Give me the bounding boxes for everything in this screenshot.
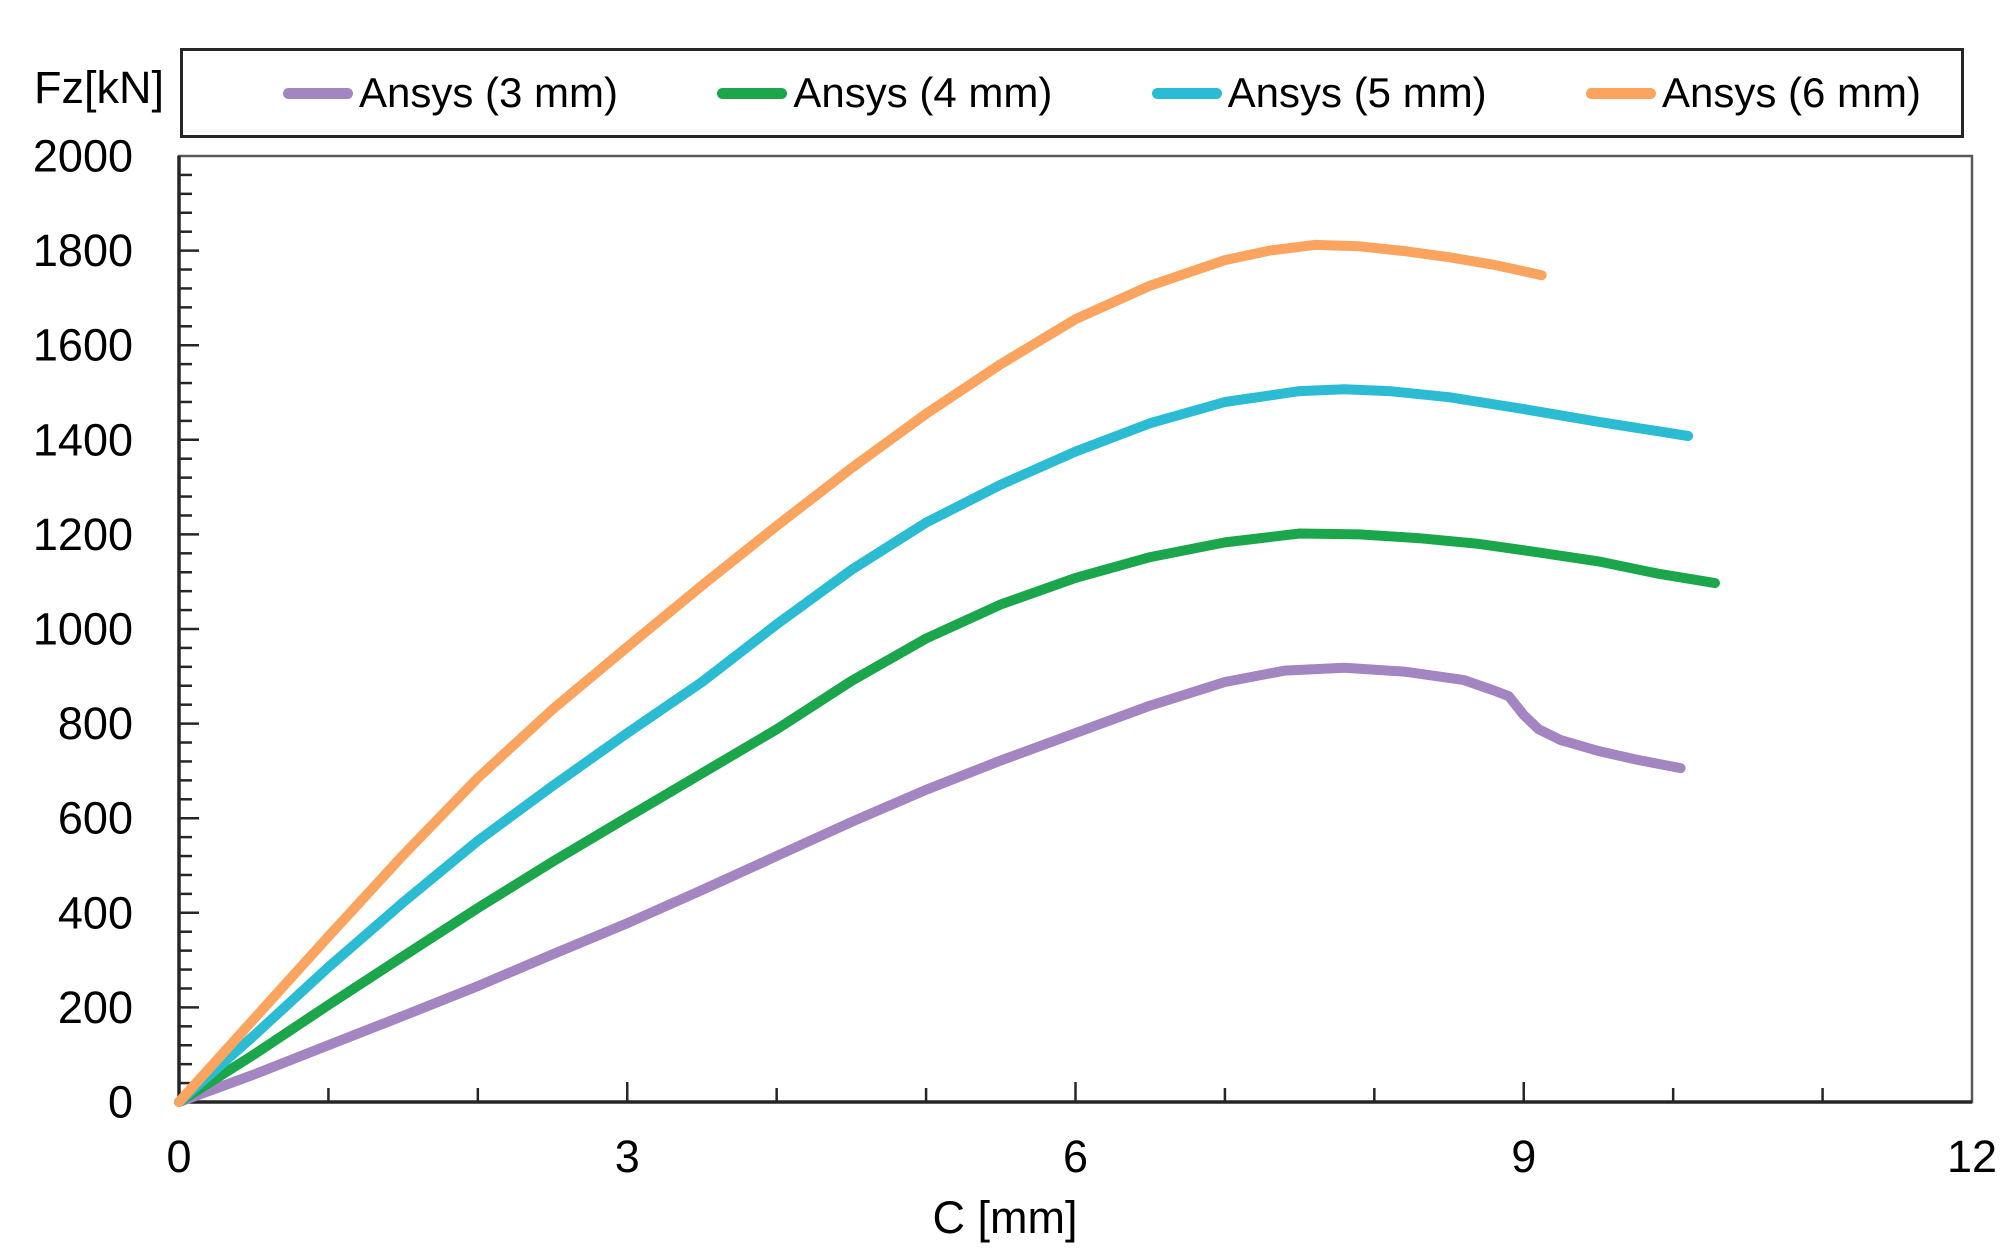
legend-item: Ansys (5 mm) <box>1151 69 1487 117</box>
y-tick-label: 2000 <box>33 131 133 182</box>
x-axis-title: C [mm] <box>932 1192 1078 1243</box>
y-tick-label: 800 <box>58 698 133 749</box>
legend-item: Ansys (3 mm) <box>283 69 618 117</box>
legend: Ansys (3 mm) Ansys (4 mm) Ansys (5 mm) Ansy… <box>180 48 1964 138</box>
x-tick-label: 3 <box>615 1131 640 1182</box>
y-tick-label: 1400 <box>33 414 133 465</box>
y-tick-label: 400 <box>58 887 133 938</box>
x-tick-label: 9 <box>1511 1131 1536 1182</box>
series-line <box>174 528 1720 1107</box>
legend-swatch <box>717 87 788 99</box>
x-tick-label: 0 <box>166 1131 191 1182</box>
legend-swatch <box>1585 87 1656 99</box>
y-tick-label: 1800 <box>33 225 133 276</box>
legend-item: Ansys (6 mm) <box>1585 69 1921 117</box>
y-tick-label: 1600 <box>33 320 133 371</box>
plot-border <box>177 154 1974 1104</box>
y-tick-label: 600 <box>58 793 133 844</box>
x-tick-label: 12 <box>1947 1131 1997 1182</box>
series-line <box>174 384 1694 1107</box>
legend-item-label: Ansys (6 mm) <box>1661 69 1921 116</box>
series-line <box>174 662 1686 1107</box>
legend-swatch <box>283 87 353 99</box>
y-tick-label: 1200 <box>33 509 133 560</box>
y-tick-label: 200 <box>58 982 133 1033</box>
legend-item: Ansys (4 mm) <box>717 69 1052 117</box>
x-tick-label: 6 <box>1063 1131 1088 1182</box>
y-axis-title: Fz[kN] <box>34 62 164 113</box>
y-tick-label: 0 <box>108 1077 133 1128</box>
legend-item-label: Ansys (4 mm) <box>793 69 1053 116</box>
legend-swatch <box>1151 87 1222 99</box>
legend-item-label: Ansys (5 mm) <box>1227 69 1487 116</box>
y-tick-label: 1000 <box>33 604 133 655</box>
legend-item-label: Ansys (3 mm) <box>359 69 619 116</box>
series-line <box>174 239 1547 1107</box>
